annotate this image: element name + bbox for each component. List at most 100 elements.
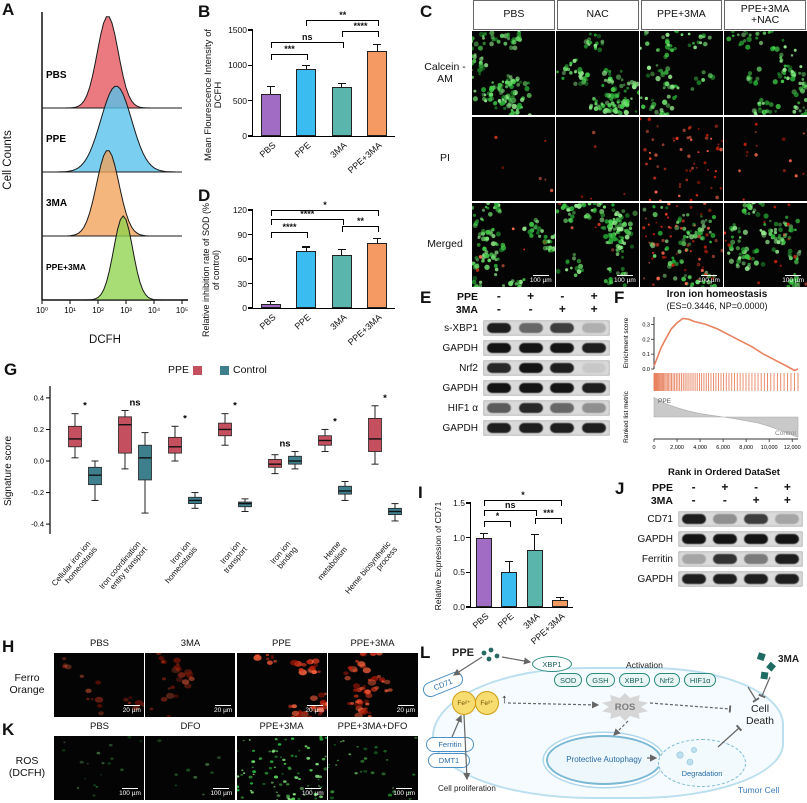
row-label: Ferro Orange <box>9 671 45 696</box>
lane-header-name: PPE <box>651 481 673 494</box>
significance-bracket: ** <box>341 216 380 233</box>
y-tick <box>248 282 253 284</box>
band <box>550 323 575 333</box>
legend-label-control: Control <box>233 364 267 376</box>
band <box>582 363 607 373</box>
svg-text:2,000: 2,000 <box>670 445 684 451</box>
lane-mark: + <box>783 480 791 494</box>
bar-pbs <box>475 537 492 607</box>
scale-bar-label: 100 µm <box>613 277 636 285</box>
activation-pill-nrf2: Nrf2 <box>653 673 680 687</box>
significance-label: * <box>521 490 525 501</box>
svg-text:Iron ionhomeostasis: Iron ionhomeostasis <box>157 540 199 586</box>
panel-h-ferroorange: H Ferro Orange PBS 3MA PPE PPE+3MA 20 µm 20 … <box>0 637 418 720</box>
panel-label-e: E <box>420 288 432 307</box>
protein-label: s-XBP1 <box>444 322 478 334</box>
lane-mark: + <box>558 302 566 316</box>
fe-ion: Fe²⁺ <box>475 691 499 715</box>
svg-text:-0.2: -0.2 <box>31 488 44 497</box>
micrograph-calcein-am-ppe-3ma <box>640 31 723 116</box>
svg-text:Control: Control <box>775 430 797 437</box>
panel-label-a: A <box>2 0 15 19</box>
error-bar-cap <box>373 238 382 240</box>
panel-k-ros: K ROS (DCFH) PBS DFO PPE+3MA PPE+3MA+DFO 10… <box>0 720 418 803</box>
significance-label: ns <box>301 32 313 43</box>
panel-a-flow-cytometry: A Cell Counts 10⁰ 10¹ 10² 10³ 10⁴ 10⁵ PBS PPE 3M… <box>0 0 196 348</box>
blot-row-gapdh: GAPDH <box>430 340 610 356</box>
column-header: PPE+3MA +NAC <box>724 0 806 30</box>
activation-pill-sod: SOD <box>554 673 583 687</box>
svg-text:3MA: 3MA <box>46 198 67 209</box>
column-header: PPE+3MA <box>259 721 304 732</box>
y-axis-label: Cell Counts <box>2 130 14 190</box>
significance-bracket: **** <box>270 222 309 238</box>
micrograph-row: 100 µm 100 µm 100 µm 100 µm <box>54 736 418 800</box>
scale-bar-line <box>532 274 549 277</box>
row-label-wr: ROS (DCFH) <box>0 736 54 798</box>
y-tick <box>466 502 471 504</box>
tumor-cell-label: Tumor Cell <box>738 785 780 795</box>
scale-bar-label: 100 µm <box>393 790 415 798</box>
svg-text:0.1: 0.1 <box>642 352 650 358</box>
svg-text:4,000: 4,000 <box>693 445 707 451</box>
lane-header-name: PPE <box>456 290 478 303</box>
panel-label-j: J <box>615 479 625 498</box>
column-header: NAC <box>556 0 639 30</box>
scale-bar-label: 100 µm <box>698 277 720 285</box>
blot-row-cd71: CD71 <box>625 511 803 527</box>
error-bar-cap <box>479 533 488 535</box>
up-arrow: ↑ <box>501 691 508 706</box>
band <box>582 383 607 393</box>
svg-text:PBS: PBS <box>46 70 67 81</box>
scale-bar-line <box>304 787 321 790</box>
micrograph-ferro-orange-ppe: 20 µm <box>236 653 327 717</box>
threema-particles <box>756 652 776 680</box>
blot-row-nrf2: Nrf2 <box>430 360 610 376</box>
svg-text:10³: 10³ <box>120 306 132 315</box>
protein-label: GAPDH <box>637 533 673 545</box>
y-tick <box>248 135 253 137</box>
svg-text:0: 0 <box>652 445 655 451</box>
blot-row-gapdh: GAPDH <box>430 380 610 396</box>
panel-label-l: L <box>420 643 431 662</box>
svg-text:6,000: 6,000 <box>716 445 730 451</box>
svg-text:PPE+3MA: PPE+3MA <box>46 262 86 272</box>
panel-label-g: G <box>4 360 18 379</box>
scale-bar: 100 µm <box>782 274 804 285</box>
svg-text:*: * <box>333 416 337 427</box>
svg-text:-0.4: -0.4 <box>31 520 44 529</box>
x-axis-label: DCFH <box>89 334 121 346</box>
scale-bar-label: 100 µm <box>119 790 141 798</box>
svg-text:12,000: 12,000 <box>784 445 801 451</box>
panel-label-d: D <box>198 186 211 205</box>
band <box>582 323 607 333</box>
error-bar <box>305 247 307 251</box>
band <box>486 343 511 353</box>
y-tick <box>248 99 253 102</box>
blot-strip <box>678 511 803 527</box>
panel-j-western-blots: J PPE - + - +3MA - - + + CD71 GAPDH Ferritin GAPDH <box>615 479 807 645</box>
column-header: PPE+3MA <box>640 0 723 30</box>
svg-text:Cellular iron ionhomeostasis: Cellular iron ionhomeostasis <box>50 540 99 594</box>
band <box>486 403 511 413</box>
panel-label-b: B <box>198 2 211 21</box>
significance-bracket: *** <box>534 508 563 524</box>
scale-bar-line <box>215 704 232 707</box>
scale-bar-line <box>121 787 138 790</box>
lane-header-row: 3MA - - + + <box>625 494 803 507</box>
error-bar <box>270 302 272 304</box>
panel-label-k: K <box>2 720 15 739</box>
svg-text:Iron ionbinding: Iron ionbinding <box>268 540 299 572</box>
y-tick-label: 90 <box>237 229 247 240</box>
error-bar-cap <box>337 82 346 84</box>
column-header: PPE+3MA+DFO <box>337 721 408 732</box>
error-bar <box>508 561 510 573</box>
svg-text:ns: ns <box>279 439 290 450</box>
lane-header-row: PPE - + - + <box>430 290 610 303</box>
lane-header-name: 3MA <box>650 494 673 507</box>
error-bar-cap <box>302 246 311 248</box>
scale-bar-label: 20 µm <box>396 707 415 715</box>
lane-marks: - - + + <box>678 494 803 507</box>
error-bar <box>376 239 378 243</box>
column-header: PPE <box>271 638 291 649</box>
